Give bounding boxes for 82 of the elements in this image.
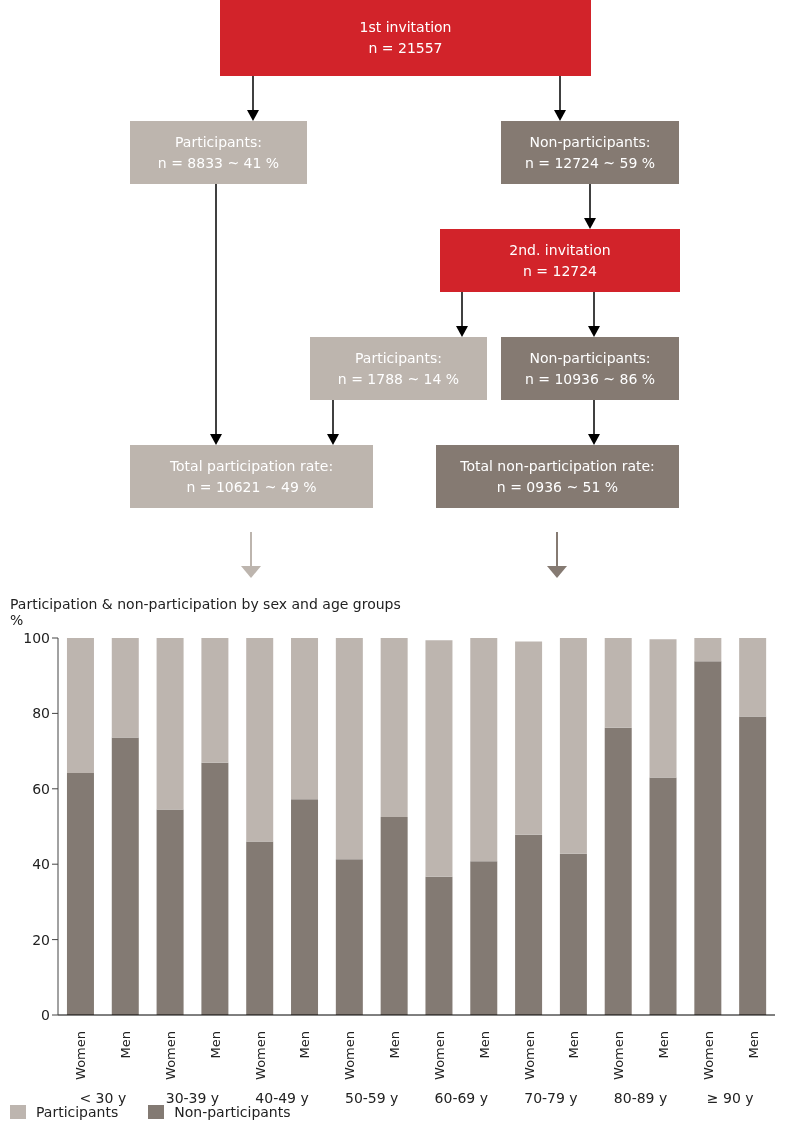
bar — [66, 638, 94, 773]
y-tick-label: 100 — [23, 629, 50, 646]
bar — [425, 640, 453, 877]
text: 30-39 y — [165, 1090, 220, 1106]
x-tick-label: Women — [163, 1031, 179, 1080]
bar — [291, 638, 319, 800]
bar — [604, 727, 632, 1015]
text: 80-89 y — [613, 1090, 668, 1106]
legend-label: Participants — [36, 1104, 119, 1120]
text: 2nd. invitation — [509, 240, 611, 260]
text: n = 1788 ~ 14 % — [337, 369, 460, 389]
text: 60-69 y — [434, 1090, 489, 1106]
x-tick-label: Men — [566, 1031, 582, 1059]
bar — [559, 853, 587, 1015]
bar — [470, 638, 498, 862]
y-tick-label: 80 — [32, 705, 50, 722]
bar — [380, 817, 408, 1015]
text: n = 12724 — [522, 261, 598, 281]
x-tick-label: Men — [207, 1031, 223, 1059]
x-tick-label: Men — [118, 1031, 134, 1059]
bar — [156, 809, 184, 1015]
x-tick-label: Women — [611, 1031, 627, 1080]
bar — [335, 638, 363, 860]
x-tick-label: Women — [700, 1031, 716, 1080]
text: Non-participants: — [529, 348, 651, 368]
x-tick-label: Women — [342, 1031, 358, 1080]
bar — [694, 661, 722, 1015]
text: n = 8833 ~ 41 % — [157, 153, 280, 173]
x-tick-label: Men — [387, 1031, 403, 1059]
bar — [649, 777, 677, 1015]
bar — [425, 876, 453, 1015]
text: Total participation rate: — [169, 456, 334, 476]
bar — [111, 638, 139, 738]
text: Non-participants: — [529, 132, 651, 152]
text: n = 10621 ~ 49 % — [186, 477, 317, 497]
legend-label: Non-participants — [174, 1104, 291, 1120]
text: n = 12724 ~ 59 % — [524, 153, 656, 173]
y-tick-label: 20 — [32, 931, 50, 948]
text: 40-49 y — [255, 1090, 309, 1106]
bar — [694, 638, 722, 662]
x-tick-label: Men — [297, 1031, 313, 1059]
bar — [515, 641, 543, 835]
bar — [649, 639, 677, 778]
bar — [246, 841, 274, 1015]
y-axis-title: % — [10, 612, 25, 628]
text: 70-79 y — [524, 1090, 578, 1106]
text: 50-59 y — [344, 1090, 399, 1106]
bar — [291, 799, 319, 1015]
text: Participants: — [355, 348, 442, 368]
text: < 30 y — [79, 1090, 127, 1106]
text: 1st invitation — [359, 18, 452, 37]
x-tick-label: Women — [252, 1031, 268, 1080]
text: ≥ 90 y — [706, 1090, 754, 1106]
bar — [559, 638, 587, 854]
x-tick-label: Women — [431, 1031, 447, 1080]
bar — [470, 861, 498, 1015]
text: n = 10936 ~ 86 % — [524, 369, 656, 389]
x-tick-label: Men — [655, 1031, 671, 1059]
y-tick-label: 0 — [41, 1006, 50, 1023]
bar — [739, 638, 767, 717]
x-tick-label: Women — [73, 1031, 89, 1080]
text: Total non-participation rate: — [460, 456, 655, 476]
x-tick-label: Women — [521, 1031, 537, 1080]
bar — [515, 834, 543, 1015]
bar — [246, 638, 274, 842]
text: n = 0936 ~ 51 % — [496, 477, 619, 497]
bar — [201, 762, 229, 1015]
x-tick-label: Men — [476, 1031, 492, 1059]
chart-title: Participation & non-participation by sex and age groups — [10, 596, 402, 612]
bar — [66, 772, 94, 1015]
y-tick-label: 40 — [32, 856, 50, 873]
text: n = 21557 — [368, 39, 443, 58]
bar — [604, 638, 632, 728]
x-tick-label: Men — [745, 1031, 761, 1059]
bar — [739, 716, 767, 1015]
bar — [335, 859, 363, 1015]
bar — [111, 737, 139, 1015]
bar — [380, 638, 408, 818]
text: Participants: — [175, 132, 262, 152]
bar — [201, 638, 229, 763]
y-tick-label: 60 — [32, 780, 50, 797]
bar — [156, 638, 184, 810]
